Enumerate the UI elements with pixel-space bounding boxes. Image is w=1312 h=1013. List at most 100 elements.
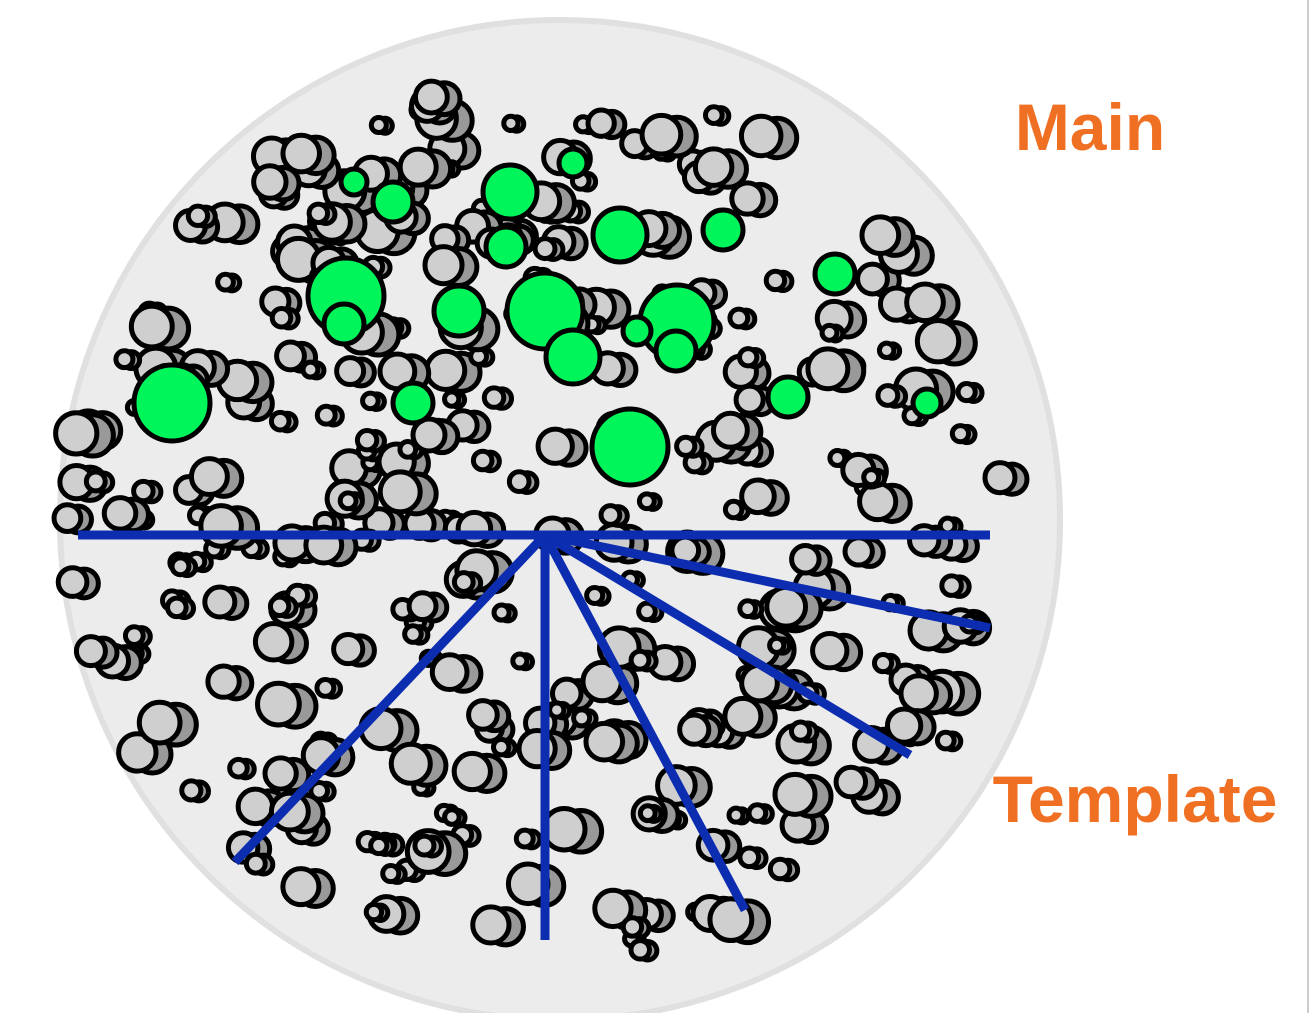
gray-node [53, 410, 116, 459]
gray-node [737, 598, 765, 620]
gray-node-front [368, 834, 390, 857]
main-label: Main [1015, 90, 1165, 164]
gray-node-front [354, 428, 380, 453]
gray-node-front [53, 410, 100, 457]
gray-node [442, 389, 468, 410]
gray-node-front [334, 355, 367, 388]
gray-node-front [331, 631, 366, 667]
gray-node-front [857, 480, 899, 523]
green-node [543, 327, 603, 387]
gray-node [982, 460, 1030, 497]
gray-node [702, 104, 732, 127]
gray-node-front [767, 635, 787, 655]
gray-node [934, 729, 964, 753]
gray-node [636, 600, 665, 624]
gray-node-front [884, 706, 924, 745]
gray-node-front [636, 491, 657, 512]
gray-node-front [833, 764, 869, 800]
gray-node-front [746, 802, 769, 824]
green-node [390, 380, 436, 426]
gray-node-front [513, 827, 536, 850]
gray-node-front [470, 904, 512, 946]
gray-node [412, 833, 445, 859]
gray-node-front [451, 570, 476, 594]
gray-node-front [767, 856, 793, 882]
gray-node-front [726, 805, 746, 825]
gray-node-front [51, 502, 84, 534]
gray-node-front [455, 509, 494, 548]
gray-node [73, 634, 120, 670]
gray-node-front [592, 887, 634, 930]
gray-node [334, 355, 377, 389]
gray-node-front [55, 565, 90, 599]
green-node [338, 166, 370, 198]
gray-node-front [842, 535, 875, 568]
gray-node-front [628, 938, 652, 962]
gray-node [368, 834, 396, 857]
gray-node-front [165, 595, 189, 620]
gray-node [540, 805, 605, 855]
gray-node [789, 542, 833, 577]
gray-node [331, 631, 377, 668]
gray-node [738, 113, 800, 161]
gray-node-front [215, 271, 236, 293]
gray-node-front [532, 236, 558, 262]
gray-node-front [598, 503, 623, 527]
green-node [620, 314, 654, 348]
gray-node [470, 904, 526, 948]
gray-node [598, 503, 630, 528]
gray-node-front [739, 477, 777, 516]
gray-node-front [871, 652, 895, 675]
gray-node [810, 631, 864, 673]
gray-node [406, 590, 450, 624]
template-line [544, 530, 991, 633]
green-nodes [131, 146, 944, 488]
gray-node [451, 750, 508, 794]
gray-node-front [907, 523, 942, 558]
gray-node-front [789, 542, 822, 576]
gray-node [628, 938, 660, 963]
gray-node-front [363, 901, 385, 923]
gray-node-front [179, 778, 204, 803]
gray-node-front [280, 132, 323, 175]
gray-node-front [702, 104, 725, 126]
gray-node [470, 448, 502, 474]
gray-node [490, 736, 518, 759]
green-node [653, 328, 699, 374]
template-line [231, 531, 549, 866]
gray-node [55, 565, 101, 601]
green-node [431, 283, 487, 339]
gray-node-front [397, 146, 439, 188]
gray-node-front [677, 712, 712, 747]
gray-node [337, 490, 365, 512]
gray-node-front [859, 214, 902, 257]
gray-node [429, 652, 484, 694]
gray-node [262, 755, 312, 794]
gray-node-front [788, 719, 813, 743]
green-node [589, 406, 671, 488]
gray-node [442, 807, 468, 828]
gray-node-front [251, 163, 289, 201]
gray-node [165, 595, 197, 621]
gray-node-front [914, 318, 962, 365]
gray-node [198, 503, 261, 551]
gray-node [819, 322, 846, 344]
gray-node [547, 700, 573, 721]
green-node [812, 251, 858, 297]
gray-node-front [412, 833, 437, 858]
gray-node-front [451, 750, 493, 793]
gray-node [585, 107, 628, 141]
gray-node-front [188, 456, 230, 498]
gray-node [857, 480, 913, 524]
gray-node [833, 764, 880, 801]
gray-node [859, 214, 916, 258]
gray-node-front [692, 146, 735, 188]
gray-node [955, 380, 985, 404]
gray-node-front [83, 469, 108, 494]
gray-node-front [122, 624, 146, 648]
gray-node-front [939, 573, 964, 598]
gray-node-front [406, 590, 439, 623]
gray-node [674, 434, 705, 459]
gray-node [314, 403, 345, 428]
